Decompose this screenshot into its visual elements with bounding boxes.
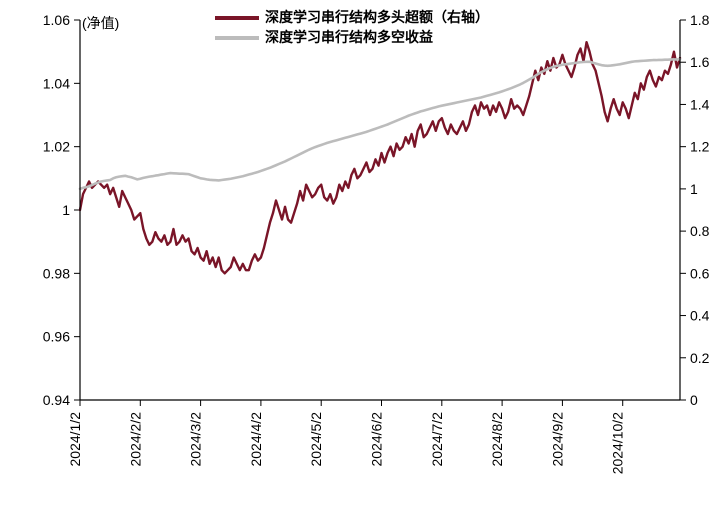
y-left-tick-label: 0.98: [43, 265, 70, 281]
x-tick-label: 2024/1/2: [67, 412, 83, 467]
series-line: [80, 42, 680, 273]
x-tick-label: 2024/2/2: [127, 412, 143, 467]
legend-swatch: [215, 36, 259, 40]
legend-label: 深度学习串行结构多空收益: [265, 29, 433, 45]
x-tick-label: 2024/9/2: [549, 412, 565, 467]
y-right-tick-label: 1.8: [690, 12, 710, 28]
x-tick-label: 2024/10/2: [610, 412, 626, 474]
y-right-tick-label: 0.4: [690, 308, 710, 324]
y-right-tick-label: 0.8: [690, 223, 710, 239]
x-tick-label: 2024/7/2: [429, 412, 445, 467]
y-left-tick-label: 1: [62, 202, 70, 218]
y-left-tick-label: 1.02: [43, 139, 70, 155]
y-right-tick-label: 1.6: [690, 54, 710, 70]
x-tick-label: 2024/4/2: [248, 412, 264, 467]
y-left-tick-label: 0.94: [43, 392, 70, 408]
series-line: [80, 59, 680, 189]
y-right-tick-label: 1.2: [690, 139, 710, 155]
y-right-tick-label: 1: [690, 181, 698, 197]
line-chart-dual-axis: 0.94 0.96 0.98 1 1.02 1.04 1.06 0 0.2 0.4 0.6 0.8 1 1…: [0, 0, 720, 508]
x-tick-label: 2024/5/2: [308, 412, 324, 467]
y-right-tick-label: 0.6: [690, 265, 710, 281]
y-left-axis-label: (净值): [82, 15, 119, 31]
y-right-tick-label: 0: [690, 392, 698, 408]
x-tick-label: 2024/6/2: [369, 412, 385, 467]
y-left-tick-label: 1.04: [43, 75, 70, 91]
y-left-tick-label: 0.96: [43, 329, 70, 345]
y-left-tick-label: 1.06: [43, 12, 70, 28]
chart-svg: 0.94 0.96 0.98 1 1.02 1.04 1.06 0 0.2 0.4 0.6 0.8 1 1…: [0, 0, 720, 508]
x-tick-label: 2024/3/2: [188, 412, 204, 467]
x-tick-label: 2024/8/2: [489, 412, 505, 467]
legend-swatch: [215, 16, 259, 20]
y-right-tick-label: 1.4: [690, 96, 710, 112]
y-right-tick-label: 0.2: [690, 350, 710, 366]
legend-label: 深度学习串行结构多头超额（右轴）: [265, 9, 489, 25]
